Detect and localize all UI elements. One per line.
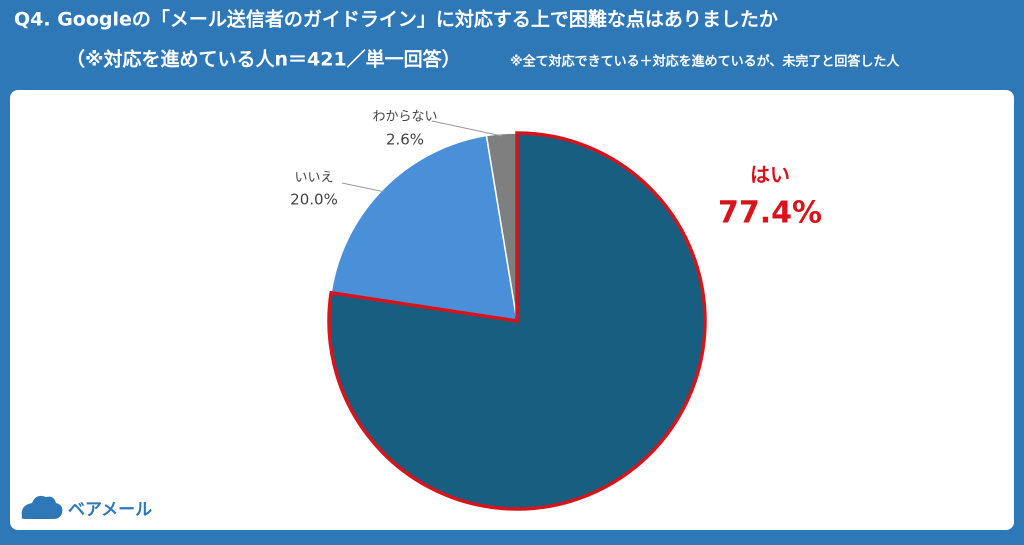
leader-line	[341, 182, 386, 193]
value-label: 2.6%	[386, 131, 424, 149]
category-label: わからない	[372, 110, 437, 125]
pie-slice	[330, 134, 518, 322]
chart-subtitle: （※対応を進めている人n＝421／単一回答）	[66, 48, 461, 71]
value-label: 20.0%	[290, 191, 338, 209]
chart-title: Q4. Googleの「メール送信者のガイドライン」に対応する上で困難な点はあり…	[14, 8, 778, 31]
chart-note: ※全て対応できている＋対応を進めているが、未完了と回答した人	[510, 54, 900, 70]
pie	[327, 131, 707, 511]
category-label: はい	[750, 163, 790, 187]
leader-line	[431, 120, 503, 137]
logo-icon	[21, 495, 63, 519]
logo: ベアメール	[21, 495, 152, 520]
pie-slice	[327, 131, 707, 511]
category-label: いいえ	[294, 171, 333, 186]
value-label: 77.4%	[718, 196, 822, 231]
logo-text: ベアメール	[68, 500, 152, 520]
